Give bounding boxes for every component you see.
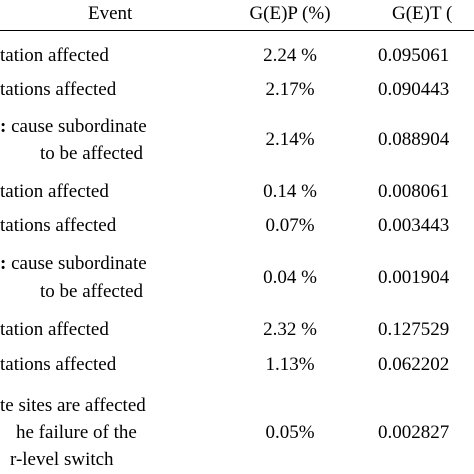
header-rule [0,30,474,31]
event-text: tations affected [0,79,117,100]
event-cell: tations affected [0,353,116,377]
get-cell: 0.090443 [378,79,450,100]
get-cell: 0.003443 [378,215,450,236]
get-cell: 0.095061 [378,45,450,66]
get-cell: 0.062202 [378,354,450,375]
header-get: G(E)T ( [392,3,453,24]
event-cell: tation affected [0,318,109,342]
header-event: Event [88,3,133,24]
event-text: tations affected [0,215,117,236]
get-cell: 0.002827 [378,422,450,443]
event-cell: tations affected [0,214,116,238]
event-text: cause subordinate [6,253,147,274]
event-text: to be affected [40,143,144,164]
get-cell: 0.127529 [378,319,450,340]
get-cell: 0.001904 [378,267,450,288]
get-cell: 0.008061 [378,181,450,202]
event-text: te sites are affected [0,395,146,416]
event-text: r-level switch [10,449,114,470]
event-text: tation affected [0,45,109,66]
event-cell: tation affected [0,44,109,68]
event-cell: tation affected [0,180,109,204]
event-cell: : cause subordinate [0,252,147,276]
gep-cell: 2.17% [265,79,315,100]
gep-cell: 0.07% [265,215,315,236]
event-text: tation affected [0,181,109,202]
gep-cell: 1.13% [265,354,315,375]
event-cell: : cause subordinate [0,115,147,139]
event-text-bold: : [0,253,7,274]
gep-cell: 2.32 % [263,319,317,340]
event-cell: te sites are affected [0,394,146,418]
get-cell: 0.088904 [378,129,450,150]
gep-cell: 2.14% [265,129,315,150]
header-gep: G(E)P (%) [249,3,331,24]
gep-cell: 0.05% [265,422,315,443]
event-cell: tations affected [0,78,116,102]
event-cell-line2: to be affected [40,280,143,304]
event-cell-line3: r-level switch [10,448,114,472]
gep-cell: 0.14 % [263,181,317,202]
gep-cell: 2.24 % [263,45,317,66]
event-text-bold: : [0,116,7,137]
event-cell-line2: he failure of the [16,421,137,445]
event-text: tation affected [0,319,109,340]
event-text: he failure of the [16,422,137,443]
event-cell-line2: to be affected [40,142,143,166]
event-text: cause subordinate [6,116,147,137]
gep-cell: 0.04 % [263,267,317,288]
event-text: tations affected [0,354,117,375]
event-text: to be affected [40,281,144,302]
